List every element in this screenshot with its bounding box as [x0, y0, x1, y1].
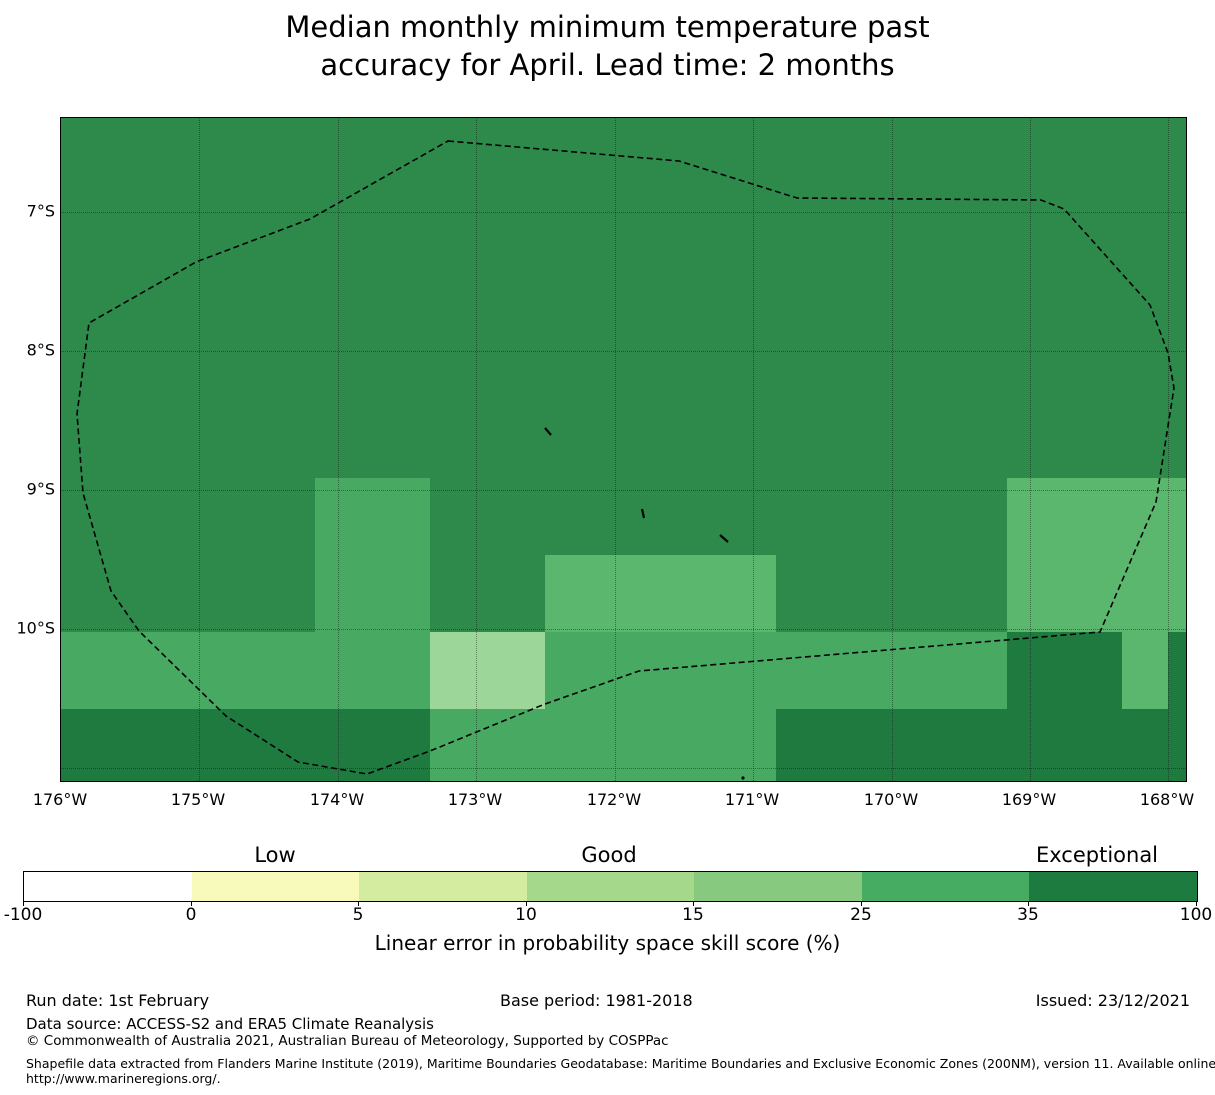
colorbar [23, 871, 1198, 902]
x-tick-label: 173°W [447, 790, 503, 809]
map-cell [545, 632, 1007, 709]
map-cell [1168, 632, 1186, 709]
x-tick-label: 168°W [1139, 790, 1195, 809]
eez-boundary-line [76, 140, 1175, 775]
y-tick-label: 7°S [26, 201, 55, 221]
colorbar-segment [694, 872, 862, 901]
map-cell [776, 709, 1186, 781]
colorbar-tick [861, 901, 862, 906]
colorbar-tick-label: 10 [515, 905, 537, 925]
gridline-vertical [892, 118, 893, 781]
gridline-horizontal [61, 351, 1186, 352]
issued-date-text: Issued: 23/12/2021 [1035, 991, 1190, 1010]
shapefile-note-line1: Shapefile data extracted from Flanders M… [26, 1056, 1215, 1071]
run-date-text: Run date: 1st February [26, 991, 210, 1010]
gridline-horizontal [61, 768, 1186, 769]
x-tick-label: 170°W [863, 790, 919, 809]
map-cell [1007, 555, 1186, 632]
gridline-vertical [615, 118, 616, 781]
map-plot-area [60, 117, 1187, 782]
map-cell [1122, 632, 1168, 709]
colorbar-segment [526, 872, 695, 901]
base-period-text: Base period: 1981-2018 [500, 991, 693, 1010]
colorbar-tick-label: 5 [352, 905, 364, 925]
colorbar-band-label: Good [581, 843, 637, 867]
y-tick-label: 10°S [16, 618, 55, 638]
map-cell [61, 632, 430, 709]
colorbar-tick [1028, 901, 1029, 906]
chart-title-line1: Median monthly minimum temperature past [285, 10, 930, 44]
x-tick-label: 174°W [309, 790, 365, 809]
map-cell [545, 555, 776, 632]
map-cell [315, 478, 430, 555]
shapefile-note-line2: http://www.marineregions.org/. [26, 1071, 221, 1086]
gridline-vertical [753, 118, 754, 781]
island-dot-mark [741, 776, 745, 780]
colorbar-tick [23, 901, 24, 906]
map-cell [430, 709, 776, 781]
colorbar-segment [24, 872, 192, 901]
island-mark [640, 508, 646, 519]
colorbar-segment [359, 872, 527, 901]
island-marks [544, 427, 745, 780]
colorbar-segment [861, 872, 1030, 901]
map-cell [1007, 632, 1122, 709]
colorbar-tick-label: 0 [185, 905, 197, 925]
gridline-vertical [1030, 118, 1031, 781]
colorbar-tick [526, 901, 527, 906]
colorbar-tick-label: 15 [682, 905, 704, 925]
colorbar-tick-label: 25 [850, 905, 872, 925]
colorbar-segment [1029, 872, 1198, 901]
colorbar-axis-label: Linear error in probability space skill … [374, 931, 841, 955]
colorbar-tick [693, 901, 694, 906]
x-tick-label: 171°W [724, 790, 780, 809]
colorbar-tick-label: -100 [3, 905, 43, 925]
gridline-horizontal [61, 212, 1186, 213]
gridline-vertical [338, 118, 339, 781]
eez-boundary-layer [76, 140, 1175, 780]
colorbar-tick-label: 100 [1179, 905, 1213, 925]
colorbar-tick [191, 901, 192, 906]
gridline-horizontal [61, 490, 1186, 491]
colorbar-tick [1196, 901, 1197, 906]
copyright-text: © Commonwealth of Australia 2021, Austra… [26, 1033, 669, 1049]
colorbar-band-label: Exceptional [1035, 843, 1159, 867]
x-tick-label: 175°W [170, 790, 226, 809]
map-cell [315, 555, 430, 632]
colorbar-tick [358, 901, 359, 906]
colorbar-segment [191, 872, 360, 901]
colorbar-band-label: Low [254, 843, 296, 867]
island-mark [544, 427, 552, 436]
y-tick-label: 9°S [26, 479, 55, 499]
map-cell [61, 709, 430, 781]
colorbar-tick-label: 35 [1017, 905, 1039, 925]
chart-title: Median monthly minimum temperature past … [0, 8, 1215, 84]
y-tick-label: 8°S [26, 340, 55, 360]
x-tick-label: 176°W [32, 790, 88, 809]
map-cell [1007, 478, 1186, 555]
x-tick-label: 169°W [1001, 790, 1057, 809]
chart-title-line2: accuracy for April. Lead time: 2 months [320, 48, 895, 82]
gridline-horizontal [61, 629, 1186, 630]
map-cell [430, 632, 545, 709]
gridline-vertical [1168, 118, 1169, 781]
island-mark [719, 534, 729, 543]
x-tick-label: 172°W [586, 790, 642, 809]
data-source-text: Data source: ACCESS-S2 and ERA5 Climate … [26, 1015, 434, 1033]
gridline-vertical [476, 118, 477, 781]
gridline-vertical [199, 118, 200, 781]
